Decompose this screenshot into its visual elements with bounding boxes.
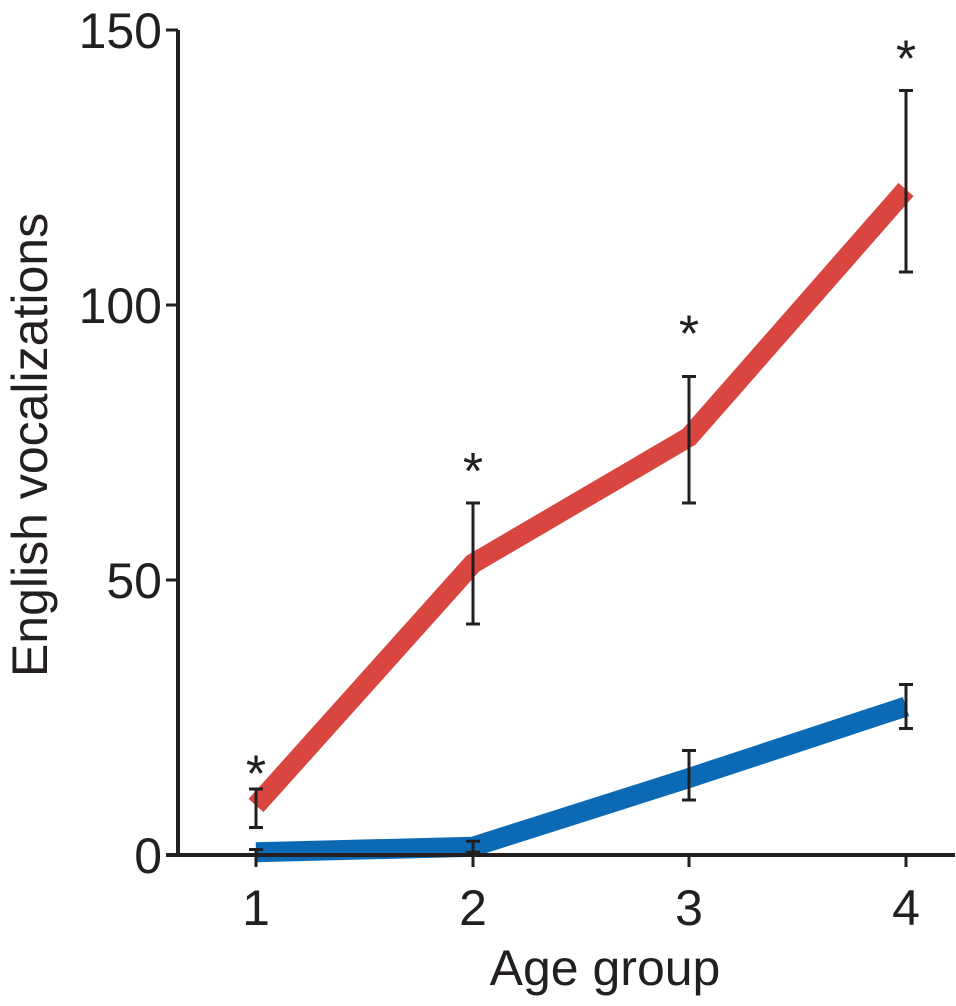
significance-asterisk: * (463, 443, 483, 501)
x-tick-label-4: 4 (892, 880, 920, 936)
y-tick-label-0: 0 (134, 828, 162, 884)
significance-asterisk: * (246, 746, 266, 804)
error-bar-s2-x3 (682, 749, 696, 802)
error-bar-s2-x2 (466, 839, 480, 854)
x-tick-label-1: 1 (242, 880, 270, 936)
y-axis-title: English vocalizations (2, 213, 58, 677)
significance-layer: * * * * (246, 31, 916, 804)
axes-layer: 0 50 100 150 1 2 3 4 (79, 3, 955, 936)
y-tick-label-100: 100 (79, 278, 162, 334)
x-tick-label-2: 2 (459, 880, 487, 936)
series-layer (248, 182, 914, 863)
x-tick-label-3: 3 (675, 880, 703, 936)
significance-asterisk: * (679, 306, 699, 364)
error-bar-s1-x4 (899, 89, 913, 274)
significance-asterisk: * (896, 31, 916, 89)
x-axis-title: Age group (490, 940, 721, 996)
error-bar-layer (249, 89, 913, 857)
error-bar-s1-x3 (682, 375, 696, 505)
y-tick-label-150: 150 (79, 3, 162, 59)
error-bar-s2-x4 (899, 683, 913, 730)
series-line-1 (248, 182, 914, 813)
error-bar-s1-x2 (466, 501, 480, 626)
error-bar-s1-x1 (249, 787, 263, 829)
y-tick-label-50: 50 (106, 553, 162, 609)
series-line-2 (255, 697, 910, 863)
